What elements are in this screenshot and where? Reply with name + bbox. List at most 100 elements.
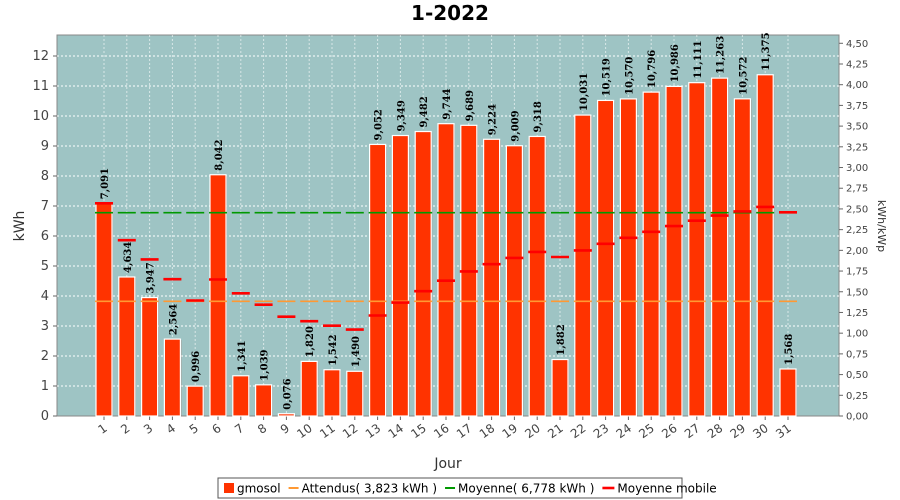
data-label: 10,986 [670,44,681,82]
y-axis-label: kWh [12,211,28,242]
bar [710,77,729,417]
data-label: 3,947 [146,262,157,293]
legend: gmosol Attendus( 3,823 kWh ) Moyenne( 6,77… [217,477,717,499]
bar [118,276,136,417]
bar [300,360,318,417]
y-tick-label: 2 [41,349,49,364]
bar [528,135,546,417]
data-label: 9,689 [465,90,476,121]
y-right-tick-label: 2,25 [846,225,868,236]
x-tick-label: 21 [545,421,566,441]
y-tick-label: 3 [41,319,49,334]
y-tick-label: 10 [32,109,49,124]
bar [642,91,660,417]
y-right-tick-label: 0,75 [846,349,868,360]
data-label: 7,091 [100,168,111,199]
data-label: 9,052 [374,109,385,140]
y-right-tick-label: 2,50 [846,204,868,215]
y-right-tick-label: 2,75 [846,184,868,195]
bar [414,130,432,417]
bar [665,85,683,417]
data-label: 4,634 [123,242,134,273]
x-tick-label: 18 [477,421,498,441]
data-label: 0,076 [282,378,293,409]
x-tick-label: 5 [187,421,201,437]
bar [779,368,797,417]
y-right-tick-label: 1,00 [846,329,868,340]
x-tick-label: 27 [682,421,703,441]
y-right-tick-label: 0,50 [846,370,868,381]
data-label: 2,564 [168,304,179,335]
y-tick-label: 1 [41,379,49,394]
y-tick-label: 11 [32,79,49,94]
data-label: 10,031 [579,73,590,111]
data-label: 9,224 [488,104,499,135]
data-label: 1,820 [305,326,316,357]
data-label: 9,349 [396,100,407,131]
x-tick-label: 30 [750,421,771,441]
bar [255,384,273,417]
x-tick-label: 6 [209,421,223,437]
x-tick-label: 20 [522,421,543,441]
data-label: 1,882 [556,324,567,355]
x-tick-label: 16 [431,421,452,441]
y-tick-label: 5 [41,259,49,274]
y-tick-label: 0 [41,409,49,424]
x-tick-label: 13 [363,421,384,441]
bar [688,82,706,417]
y-right-tick-label: 0,00 [846,412,868,423]
y-tick-label: 4 [41,289,49,304]
x-tick-label: 28 [705,421,726,441]
x-tick-label: 29 [728,421,749,441]
bar [574,114,592,417]
data-label: 1,568 [784,334,795,365]
bar [505,145,523,417]
data-label: 11,375 [761,32,772,70]
y-right-tick-label: 1,75 [846,267,868,278]
data-label: 0,996 [191,351,202,382]
bar [277,413,295,417]
x-tick-label: 2 [118,421,132,437]
x-tick-label: 8 [255,421,269,437]
bar [369,143,387,417]
data-label: 1,490 [351,336,362,367]
data-label: 9,009 [510,110,521,141]
bar [163,338,181,417]
y-tick-label: 8 [41,169,49,184]
bar [209,174,227,417]
data-label: 11,263 [716,36,727,74]
x-tick-label: 1 [95,421,109,437]
y-right-tick-label: 1,50 [846,287,868,298]
x-tick-label: 7 [232,421,246,437]
bar [232,375,250,417]
y-axis-label-right: kWh/kWp [875,200,888,252]
data-label: 9,482 [419,96,430,127]
x-tick-label: 23 [591,421,612,441]
x-tick-label: 26 [659,421,680,441]
data-label: 10,570 [624,57,635,95]
x-tick-label: 3 [141,421,155,437]
y-right-tick-label: 3,50 [846,122,868,133]
x-tick-label: 12 [340,421,361,441]
x-tick-label: 9 [278,421,292,437]
x-tick-label: 17 [454,421,475,441]
x-axis-label: Jour [433,456,462,472]
data-label: 10,519 [602,58,613,96]
bar [596,99,615,417]
legend-entry-label: gmosol [237,482,281,496]
y-tick-label: 9 [41,139,49,154]
bar [95,202,113,417]
data-label: 11,111 [693,40,704,78]
bar [323,369,341,417]
y-right-tick-label: 0,25 [846,391,868,402]
x-tick-label: 22 [568,421,589,441]
chart-title: 1-2022 [411,1,489,25]
bar [733,98,752,417]
data-label: 9,744 [442,88,453,119]
legend-entry-label: Attendus( 3,823 kWh ) [302,482,437,496]
x-tick-label: 14 [386,421,407,441]
y-right-tick-label: 4,50 [846,39,868,50]
y-right-tick-label: 3,25 [846,142,868,153]
